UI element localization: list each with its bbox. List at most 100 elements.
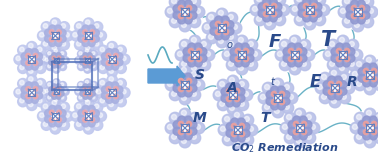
Circle shape	[226, 129, 234, 137]
Circle shape	[282, 124, 287, 129]
Circle shape	[235, 59, 243, 67]
Circle shape	[39, 87, 50, 98]
Circle shape	[335, 92, 342, 100]
Circle shape	[282, 102, 294, 114]
Circle shape	[230, 48, 238, 56]
Circle shape	[278, 4, 290, 16]
Circle shape	[57, 56, 60, 59]
Circle shape	[118, 80, 122, 85]
Circle shape	[209, 34, 214, 39]
Circle shape	[306, 114, 311, 119]
Circle shape	[264, 0, 276, 2]
Circle shape	[246, 124, 258, 136]
Circle shape	[37, 47, 42, 52]
Circle shape	[352, 71, 358, 76]
Circle shape	[369, 8, 373, 14]
Circle shape	[201, 41, 206, 46]
Circle shape	[26, 87, 30, 91]
Circle shape	[231, 118, 239, 126]
Circle shape	[204, 10, 240, 46]
Circle shape	[240, 132, 245, 137]
Circle shape	[216, 8, 228, 20]
Circle shape	[175, 49, 187, 61]
Text: o: o	[227, 40, 233, 50]
Circle shape	[189, 11, 197, 19]
Circle shape	[369, 132, 377, 140]
Circle shape	[85, 126, 90, 130]
Circle shape	[293, 121, 299, 126]
Circle shape	[195, 8, 200, 14]
Circle shape	[345, 57, 350, 62]
Circle shape	[354, 79, 366, 91]
Circle shape	[112, 96, 119, 103]
Circle shape	[80, 87, 85, 92]
Circle shape	[37, 80, 42, 85]
Circle shape	[88, 25, 95, 32]
Circle shape	[39, 20, 71, 52]
Circle shape	[188, 59, 196, 67]
Circle shape	[87, 94, 92, 99]
Circle shape	[307, 20, 311, 25]
Circle shape	[20, 47, 24, 52]
Circle shape	[374, 132, 378, 144]
Circle shape	[289, 63, 301, 75]
Circle shape	[101, 59, 108, 66]
Circle shape	[319, 72, 331, 84]
Circle shape	[321, 6, 325, 11]
Circle shape	[288, 59, 296, 67]
Circle shape	[284, 84, 290, 89]
Circle shape	[48, 52, 51, 55]
Circle shape	[362, 5, 370, 13]
Circle shape	[376, 134, 378, 139]
Circle shape	[59, 35, 66, 42]
Circle shape	[96, 56, 101, 61]
Circle shape	[41, 89, 46, 94]
Circle shape	[340, 8, 345, 14]
Circle shape	[84, 124, 94, 134]
Circle shape	[18, 63, 28, 73]
Circle shape	[45, 110, 52, 117]
Circle shape	[98, 45, 108, 56]
Circle shape	[228, 41, 234, 46]
Circle shape	[195, 81, 200, 87]
Circle shape	[250, 49, 262, 61]
Circle shape	[226, 97, 231, 102]
Circle shape	[191, 71, 196, 76]
Circle shape	[45, 116, 52, 123]
Circle shape	[271, 3, 277, 8]
Text: t: t	[270, 77, 274, 87]
Circle shape	[169, 0, 181, 8]
Circle shape	[332, 70, 336, 75]
Circle shape	[205, 51, 211, 56]
Circle shape	[84, 66, 91, 73]
Circle shape	[45, 89, 48, 92]
Circle shape	[210, 21, 218, 29]
Circle shape	[52, 84, 57, 89]
Circle shape	[244, 136, 249, 141]
Circle shape	[48, 65, 51, 68]
Circle shape	[14, 54, 24, 65]
Circle shape	[41, 120, 51, 130]
Circle shape	[303, 49, 315, 61]
Circle shape	[356, 62, 361, 67]
Circle shape	[21, 53, 28, 60]
Circle shape	[55, 39, 62, 47]
Circle shape	[351, 49, 363, 61]
Circle shape	[83, 84, 88, 89]
Circle shape	[189, 78, 197, 86]
Circle shape	[296, 16, 302, 21]
Circle shape	[29, 102, 33, 107]
Circle shape	[351, 16, 359, 24]
Circle shape	[191, 114, 196, 119]
Circle shape	[336, 48, 341, 53]
Circle shape	[235, 48, 240, 53]
Circle shape	[282, 110, 318, 146]
Circle shape	[181, 67, 186, 72]
Circle shape	[83, 56, 87, 59]
Circle shape	[274, 14, 286, 26]
Circle shape	[193, 79, 205, 91]
Circle shape	[294, 14, 306, 26]
Circle shape	[109, 102, 113, 107]
Circle shape	[189, 132, 201, 144]
Circle shape	[181, 138, 186, 143]
